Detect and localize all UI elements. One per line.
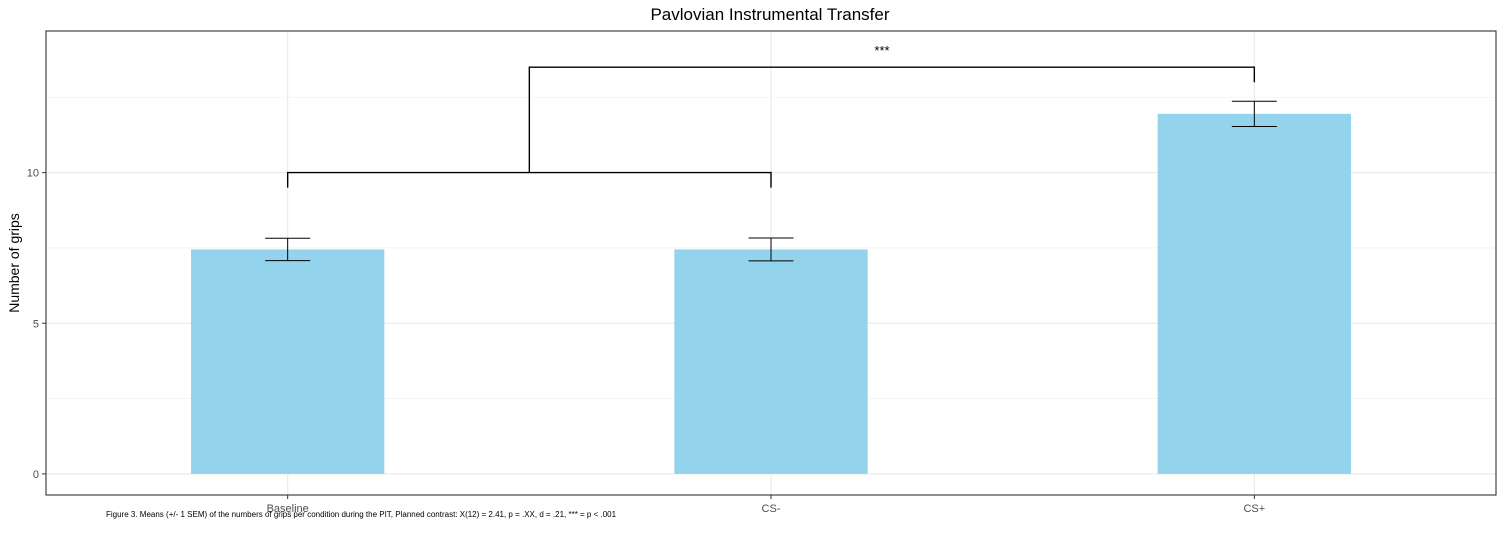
y-tick-label: 5 [33,318,39,330]
bar-cs- [1157,113,1351,474]
x-tick-label: Baseline [267,503,309,515]
error-bar [748,237,794,262]
x-axis-ticks: Baseline CS- CS+ [267,495,1265,515]
significance-brackets [286,66,1256,188]
error-bar [265,237,311,262]
x-tick-label: CS- [762,503,781,515]
bar-baseline [191,249,385,474]
y-axis-ticks: 0 5 10 [27,168,46,481]
lower-bracket [286,171,772,188]
error-bar [1231,100,1277,128]
figure-caption: Figure 3. Means (+/- 1 SEM) of the numbe… [106,510,617,519]
y-tick-label: 0 [33,469,39,481]
upper-bracket [528,66,1256,173]
error-bars [265,100,1277,262]
significance-label: *** [874,43,889,58]
chart-title: Pavlovian Instrumental Transfer [650,5,889,24]
bar-cs- [674,249,868,474]
bars [191,113,1351,474]
x-tick-label: CS+ [1243,503,1265,515]
y-axis-label: Number of grips [6,213,22,313]
y-tick-label: 10 [27,168,39,180]
